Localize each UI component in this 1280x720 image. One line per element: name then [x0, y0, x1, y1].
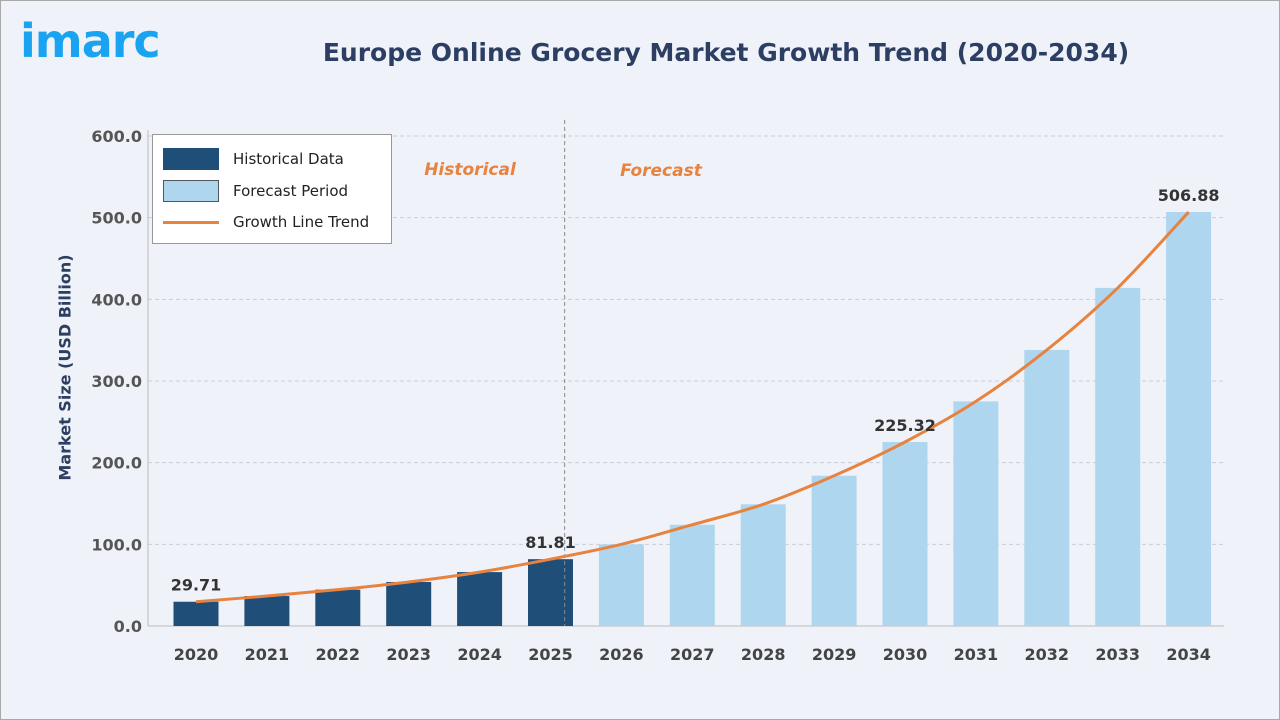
bar-2029 [811, 475, 857, 626]
annotation-forecast: Forecast [620, 161, 703, 181]
x-tick-label: 2027 [670, 645, 715, 664]
x-tick-label: 2026 [599, 645, 644, 664]
bar-2034 [1166, 212, 1212, 626]
bar-2020 [173, 601, 219, 626]
y-tick-label: 300.0 [91, 372, 142, 391]
legend-item-historical: Historical Data [163, 147, 344, 171]
legend: Historical Data Forecast Period Growth L… [152, 134, 392, 244]
x-tick-label: 2030 [883, 645, 928, 664]
y-tick-label: 600.0 [91, 127, 142, 146]
legend-label: Growth Line Trend [233, 213, 370, 231]
annotation-historical: Historical [424, 160, 517, 180]
x-tick-label: 2031 [954, 645, 999, 664]
chart-title: Europe Online Grocery Market Growth Tren… [322, 38, 1130, 67]
legend-item-trend: Growth Line Trend [163, 210, 369, 234]
legend-swatch-historical [163, 148, 219, 170]
growth-trend-line [195, 211, 1190, 604]
x-tick-label: 2023 [386, 645, 431, 664]
legend-label: Historical Data [233, 150, 344, 168]
x-tick-label: 2025 [528, 645, 573, 664]
legend-item-forecast: Forecast Period [163, 179, 348, 203]
data-label-2034: 506.88 [1158, 186, 1220, 205]
bar-2023 [386, 581, 432, 626]
bar-2022 [315, 589, 361, 626]
x-tick-label: 2021 [245, 645, 290, 664]
bar-2033 [1095, 287, 1141, 626]
bar-2028 [740, 504, 786, 626]
y-tick-label: 0.0 [114, 617, 142, 636]
bar-2032 [1024, 349, 1070, 626]
data-label-2030: 225.32 [874, 416, 936, 435]
bar-2030 [882, 441, 928, 626]
data-label-2025: 81.81 [525, 533, 576, 552]
bar-2031 [953, 401, 999, 626]
y-tick-label: 500.0 [91, 209, 142, 228]
legend-label: Forecast Period [233, 182, 349, 200]
y-tick-label: 400.0 [91, 290, 142, 309]
x-tick-label: 2032 [1025, 645, 1070, 664]
imarc-logo: imarc [20, 14, 161, 68]
x-tick-label: 2028 [741, 645, 786, 664]
bar-2026 [598, 544, 644, 626]
x-tick-label: 2020 [174, 645, 219, 664]
x-tick-label: 2022 [316, 645, 361, 664]
x-tick-label: 2033 [1095, 645, 1140, 664]
bar-2024 [457, 572, 503, 626]
bar-2021 [244, 596, 290, 626]
y-tick-label: 200.0 [91, 454, 142, 473]
bar-2027 [669, 524, 715, 626]
x-tick-label: 2024 [457, 645, 502, 664]
legend-swatch-trend [163, 220, 219, 224]
y-tick-label: 100.0 [91, 535, 142, 554]
x-tick-label: 2034 [1166, 645, 1211, 664]
bar-2025 [528, 559, 573, 626]
data-label-2020: 29.71 [171, 576, 222, 595]
legend-swatch-forecast [163, 180, 219, 202]
x-tick-label: 2029 [812, 645, 857, 664]
